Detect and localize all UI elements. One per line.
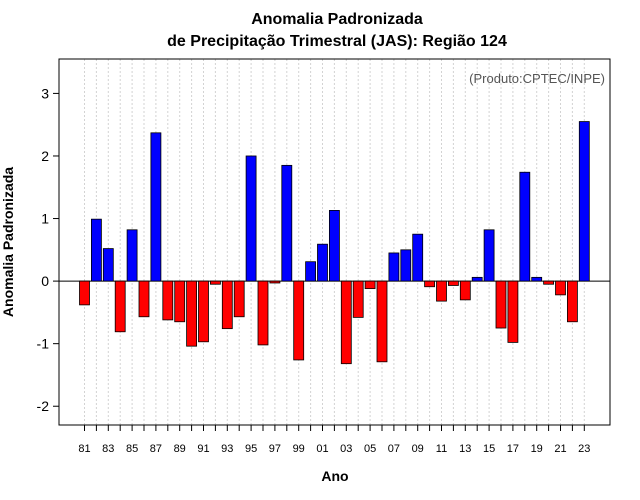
x-tick-label: 95: [245, 443, 257, 455]
bar-1999: [294, 281, 304, 360]
y-axis: -2 -1 0 1 2 3: [37, 85, 59, 414]
x-tick-label: 83: [102, 443, 114, 455]
bar-1989: [175, 281, 185, 322]
bar-2022: [567, 281, 577, 322]
bar-2005: [365, 281, 375, 289]
bar-2003: [341, 281, 351, 364]
bar-1985: [127, 230, 137, 281]
bar-2000: [306, 262, 316, 281]
x-axis-label: Ano: [321, 468, 348, 484]
bar-2001: [318, 244, 328, 281]
y-tick-label: 0: [41, 273, 49, 289]
bar-1997: [270, 281, 280, 283]
y-tick-label: 3: [41, 85, 49, 101]
x-tick-label: 01: [316, 443, 328, 455]
x-tick-label: 21: [554, 443, 566, 455]
bar-2016: [496, 281, 506, 328]
bar-1996: [258, 281, 268, 345]
x-tick-label: 07: [388, 443, 400, 455]
bar-1988: [163, 281, 173, 320]
bar-1998: [282, 165, 292, 281]
x-tick-label: 15: [483, 443, 495, 455]
x-tick-label: 89: [174, 443, 186, 455]
chart-title-line2: de Precipitação Trimestral (JAS): Região…: [167, 33, 507, 50]
x-tick-label: 85: [126, 443, 138, 455]
bar-2004: [353, 281, 363, 317]
bar-1995: [246, 156, 256, 281]
x-tick-label: 99: [293, 443, 305, 455]
y-axis-label: Anomalia Padronizada: [0, 167, 16, 317]
y-tick-label: -2: [37, 398, 50, 414]
x-tick-label: 23: [578, 443, 590, 455]
bar-1987: [151, 133, 161, 281]
bar-2006: [377, 281, 387, 362]
chart-title-line1: Anomalia Padronizada: [251, 11, 423, 28]
bar-1986: [139, 281, 149, 317]
bar-1981: [80, 281, 90, 305]
bar-2011: [437, 281, 447, 301]
chart: Anomalia Padronizada de Precipitação Tri…: [0, 0, 640, 500]
x-tick-label: 17: [507, 443, 519, 455]
bar-2020: [544, 281, 554, 284]
bar-2021: [556, 281, 566, 295]
bar-1993: [222, 281, 232, 329]
bar-2012: [448, 281, 458, 285]
x-tick-label: 03: [340, 443, 352, 455]
bar-2023: [579, 122, 589, 282]
bar-1990: [187, 281, 197, 346]
bar-2018: [520, 172, 530, 281]
bar-2008: [401, 250, 411, 281]
x-tick-label: 97: [269, 443, 281, 455]
x-tick-label: 81: [78, 443, 90, 455]
y-tick-label: 1: [41, 211, 49, 227]
x-tick-label: 09: [412, 443, 424, 455]
bar-2007: [389, 253, 399, 281]
x-tick-label: 87: [150, 443, 162, 455]
x-tick-label: 05: [364, 443, 376, 455]
bar-2019: [532, 277, 542, 281]
bar-1984: [115, 281, 125, 332]
bar-2014: [472, 277, 482, 281]
x-tick-label: 93: [221, 443, 233, 455]
bar-1991: [199, 281, 209, 342]
bar-2013: [460, 281, 470, 300]
bar-1992: [210, 281, 220, 284]
bar-1982: [91, 219, 101, 281]
bar-2010: [425, 281, 435, 287]
source-note: (Produto:CPTEC/INPE): [469, 71, 605, 86]
x-tick-label: 19: [531, 443, 543, 455]
bar-2017: [508, 281, 518, 342]
x-tick-label: 13: [459, 443, 471, 455]
bar-2002: [329, 210, 339, 281]
bar-2015: [484, 230, 494, 281]
y-tick-label: -1: [37, 336, 50, 352]
x-tick-label: 91: [197, 443, 209, 455]
bar-1983: [103, 249, 113, 282]
bar-1994: [234, 281, 244, 317]
y-tick-label: 2: [41, 148, 49, 164]
x-axis: 81 83 85 87 89 91 93 95 97 99 01 03 05 07 09 11 13 15 17 19…: [78, 425, 590, 455]
x-tick-label: 11: [436, 443, 447, 455]
bar-2009: [413, 234, 423, 281]
